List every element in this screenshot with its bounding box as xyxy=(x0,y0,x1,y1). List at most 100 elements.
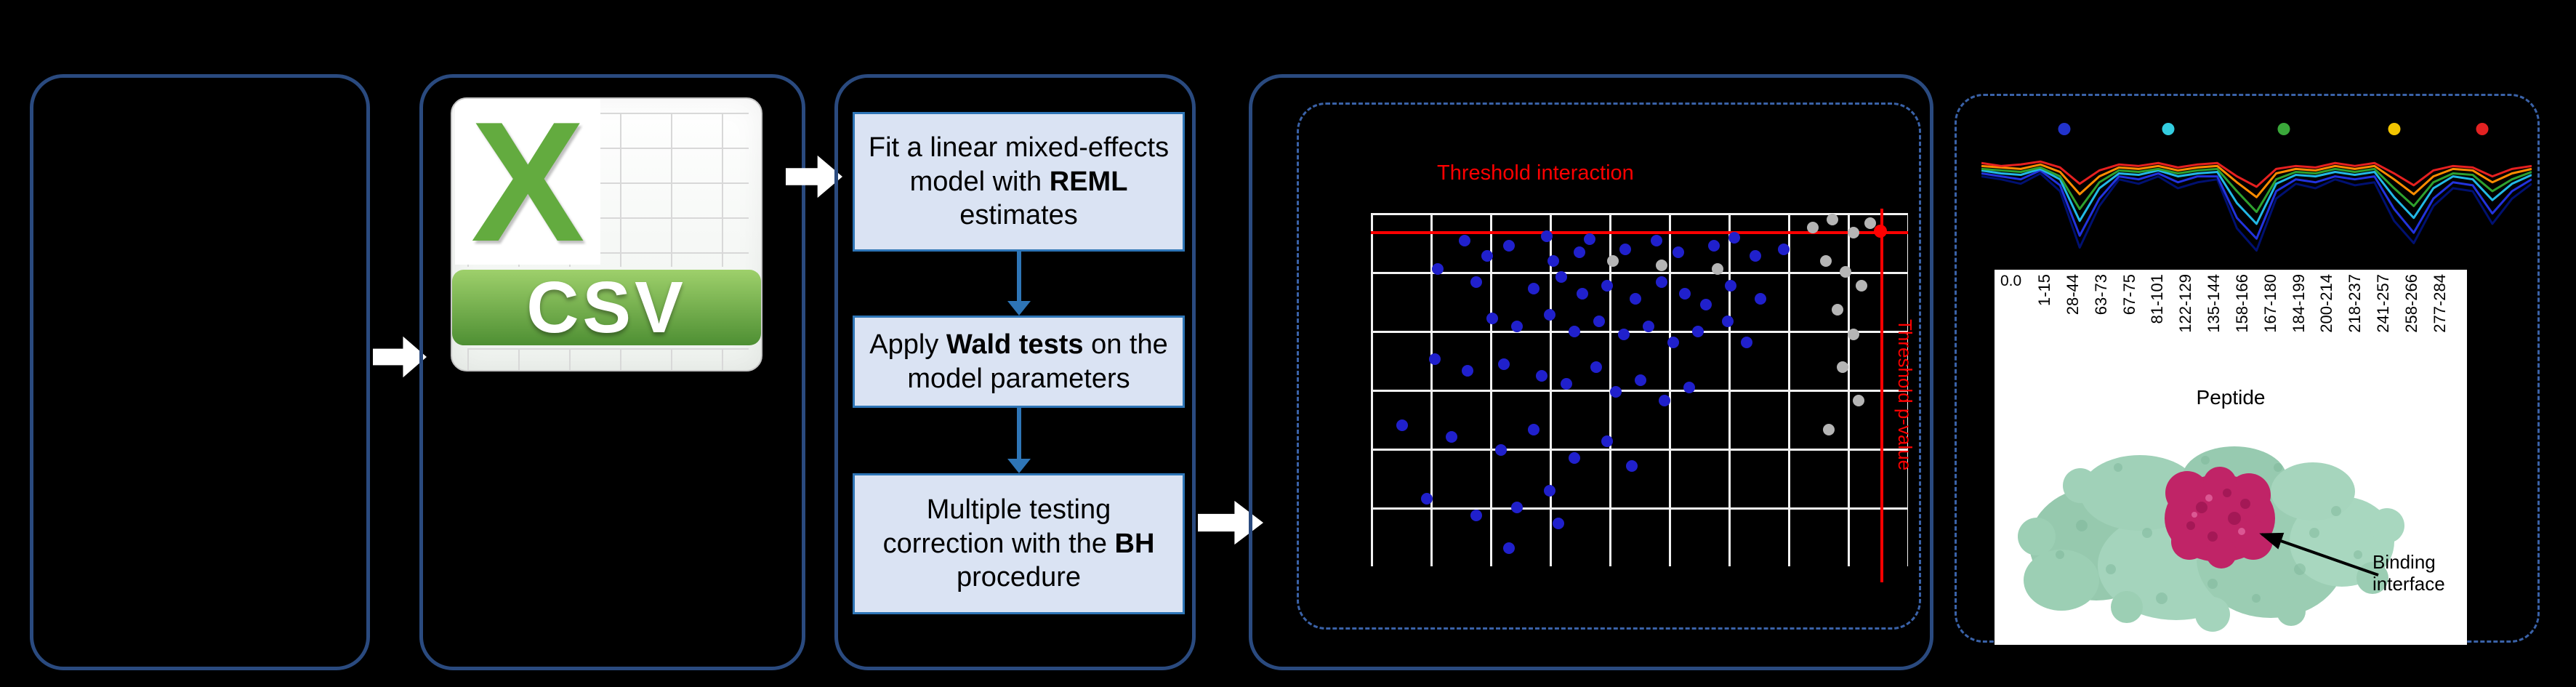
blue-data-point xyxy=(1643,321,1655,332)
gray-data-point xyxy=(1826,214,1838,226)
panel-volcano: Threshold interaction Threshold p-value xyxy=(1249,74,1933,670)
profile-line-cyan xyxy=(1981,169,2532,223)
profile-lines-svg xyxy=(1981,117,2532,265)
gray-data-point xyxy=(1840,266,1852,278)
blue-data-point xyxy=(1651,235,1663,247)
peptide-tick-label: 67-75 xyxy=(2120,274,2138,316)
gray-data-point xyxy=(1606,254,1619,267)
threshold-pvalue-label: Threshold p-value xyxy=(1894,319,1916,471)
gray-data-point xyxy=(1807,222,1819,234)
blue-data-point xyxy=(1777,243,1790,255)
profile-line-red xyxy=(1981,161,2532,187)
blue-data-point xyxy=(1629,292,1641,305)
down-arrow-icon xyxy=(1007,408,1031,473)
panel-peptide-results: 0.0 1-15 28-44 63-73 67-75 81-101 122-129 135-… xyxy=(1955,94,2540,645)
threshold-line-vertical xyxy=(1880,209,1883,582)
peptide-tick-labels: 1-15 28-44 63-73 67-75 81-101 122-129 135-144 1… xyxy=(2035,274,2449,385)
legend-dot-icon xyxy=(2162,123,2175,135)
threshold-line-horizontal xyxy=(1371,230,1908,234)
blue-data-point xyxy=(1470,276,1482,288)
profile-line-orange xyxy=(1981,164,2532,197)
peptide-tick-label: 63-73 xyxy=(2091,274,2110,316)
peptide-tick-label: 200-214 xyxy=(2317,274,2336,333)
blue-data-point xyxy=(1569,451,1581,464)
gray-data-point xyxy=(1832,304,1844,316)
blue-data-point xyxy=(1536,369,1547,382)
peptide-tick-label: 218-237 xyxy=(2346,274,2364,333)
blue-data-point xyxy=(1618,329,1630,341)
blue-data-point xyxy=(1573,246,1585,259)
peptide-tick-label: 28-44 xyxy=(2063,274,2082,316)
protein-structure-image xyxy=(2018,446,2404,632)
blue-data-point xyxy=(1511,321,1523,332)
profile-line-green xyxy=(1981,167,2532,212)
blue-data-point xyxy=(1609,386,1622,398)
gray-data-point xyxy=(1819,254,1832,267)
blue-data-point xyxy=(1672,246,1684,259)
blue-data-point xyxy=(1511,501,1523,513)
blue-data-point xyxy=(1420,493,1433,505)
blue-data-point xyxy=(1683,381,1696,393)
blue-data-point xyxy=(1569,325,1581,337)
gray-data-point xyxy=(1711,262,1723,275)
blue-data-point xyxy=(1462,365,1474,377)
gray-data-point xyxy=(1655,260,1667,272)
peptide-tick-label: 167-180 xyxy=(2261,274,2279,333)
gray-data-point xyxy=(1864,217,1877,229)
blue-data-point xyxy=(1527,424,1539,436)
protein-surface-texture xyxy=(2056,456,2362,604)
gray-data-point xyxy=(1848,329,1860,341)
plot-gridlines xyxy=(1371,213,1908,566)
binding-interface-annotation: Binding interface xyxy=(2372,551,2445,595)
process-step-reml: Fit a linear mixed-effects model with RE… xyxy=(853,112,1185,252)
legend-dot-icon xyxy=(2058,123,2071,135)
peptide-tick-label: 277-284 xyxy=(2430,274,2449,333)
down-arrow-icon xyxy=(1007,252,1031,316)
blue-data-point xyxy=(1626,459,1638,472)
red-data-point xyxy=(1873,224,1887,238)
blue-data-point xyxy=(1544,308,1556,321)
blue-data-point xyxy=(1527,283,1539,294)
blue-data-point xyxy=(1470,510,1482,522)
gray-data-point xyxy=(1823,424,1835,436)
blue-data-point xyxy=(1544,484,1556,497)
binding-interface-region xyxy=(2165,467,2275,569)
blue-data-point xyxy=(1700,299,1712,311)
blue-data-point xyxy=(1498,358,1510,370)
process-step-reml-label: Fit a linear mixed-effects model with RE… xyxy=(868,132,1170,231)
blue-data-point xyxy=(1667,337,1680,349)
volcano-dashed-container: Threshold interaction Threshold p-value xyxy=(1297,103,1921,630)
process-step-bh: Multiple testing correction with the BH … xyxy=(853,473,1185,614)
blue-data-point xyxy=(1502,542,1515,555)
panel-input xyxy=(30,74,370,670)
protein-panel: Binding interface xyxy=(1995,417,2467,645)
csv-file-icon: X CSV xyxy=(451,97,762,371)
peptide-tick-label: 1-15 xyxy=(2035,274,2053,307)
panel-csv: X CSV xyxy=(419,74,805,670)
peptide-tick-label: 81-101 xyxy=(2148,274,2167,324)
peptide-axis-title: Peptide xyxy=(2196,386,2266,409)
blue-data-point xyxy=(1750,249,1762,262)
blue-data-point xyxy=(1754,292,1766,305)
blue-data-point xyxy=(1583,233,1595,245)
peptide-tick-label: 158-166 xyxy=(2232,274,2251,333)
blue-data-point xyxy=(1659,394,1671,406)
profile-line-navy xyxy=(1981,174,2532,251)
peptide-tick-label: 258-266 xyxy=(2402,274,2420,333)
gray-data-point xyxy=(1856,279,1868,292)
blue-data-point xyxy=(1708,240,1720,252)
blue-data-point xyxy=(1396,419,1408,431)
profile-legend xyxy=(1981,117,2532,265)
blue-data-point xyxy=(1692,325,1704,337)
blue-data-point xyxy=(1432,262,1444,275)
process-step-wald-label: Apply Wald tests on the model parameters xyxy=(869,329,1168,394)
blue-data-point xyxy=(1555,270,1568,283)
process-step-wald: Apply Wald tests on the model parameters xyxy=(853,316,1185,408)
blue-data-point xyxy=(1560,378,1572,390)
gray-data-point xyxy=(1848,227,1860,239)
panel-model-steps: Fit a linear mixed-effects model with RE… xyxy=(834,74,1196,670)
volcano-plot xyxy=(1371,209,1908,582)
blue-data-point xyxy=(1445,430,1457,443)
csv-x-glyph: X xyxy=(455,99,600,277)
blue-data-point xyxy=(1481,249,1494,262)
